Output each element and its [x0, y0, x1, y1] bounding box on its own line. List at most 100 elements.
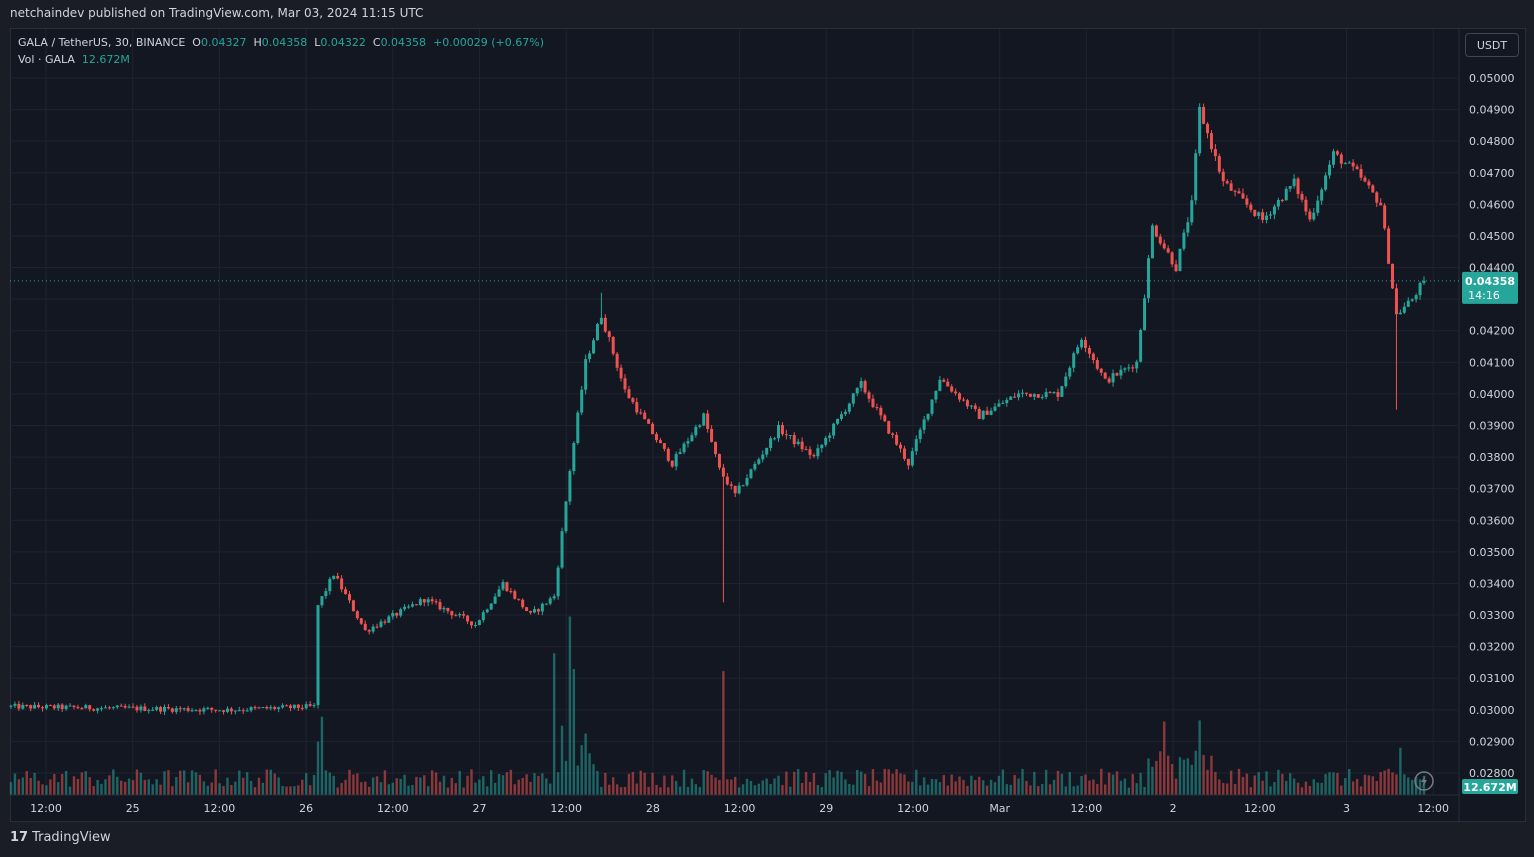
x-tick-label: 12:00: [1244, 802, 1276, 815]
volume-bar: [993, 782, 997, 795]
volume-label[interactable]: Vol · GALA: [18, 53, 75, 66]
candle-body: [100, 708, 104, 710]
candle-body: [56, 704, 60, 709]
volume-bar: [230, 784, 233, 795]
candle-body: [1312, 212, 1316, 220]
volume-bar: [37, 780, 40, 795]
candle-body: [29, 705, 33, 709]
candle-body: [599, 317, 603, 325]
candle-body: [847, 403, 851, 412]
volume-bar: [419, 777, 422, 795]
volume-bar: [1170, 763, 1174, 795]
y-tick-label: 0.03800: [1469, 451, 1515, 464]
volume-bar: [560, 725, 564, 795]
volume-bar: [816, 785, 820, 795]
volume-bar: [76, 778, 80, 795]
candle-body: [753, 463, 757, 470]
volume-bar: [533, 773, 536, 795]
candle-body: [824, 437, 828, 445]
volume-bar: [143, 779, 147, 795]
volume-bar: [674, 780, 678, 795]
candle-body: [17, 703, 21, 709]
volume-bar: [64, 770, 68, 795]
volume-bar: [663, 775, 666, 795]
volume-bar: [950, 774, 953, 795]
volume-bar: [257, 777, 261, 795]
symbol-title[interactable]: GALA / TetherUS, 30, BINANCE: [18, 36, 186, 49]
volume-bar: [415, 776, 418, 795]
candle-body: [1300, 194, 1304, 200]
candle-body: [950, 386, 954, 392]
volume-bar: [367, 786, 371, 795]
volume-bar: [190, 770, 194, 795]
candle-body: [706, 413, 710, 429]
volume-bar: [808, 782, 812, 795]
candle-body: [1241, 193, 1245, 199]
currency-unit-button[interactable]: USDT: [1465, 33, 1519, 57]
volume-bar: [155, 779, 158, 795]
candle-body: [1115, 373, 1119, 376]
candle-body: [111, 707, 115, 709]
volume-bar: [1064, 786, 1068, 795]
volume-bar: [619, 787, 623, 795]
volume-bar: [364, 781, 367, 795]
candle-body: [1150, 225, 1154, 259]
x-tick-label: 3: [1343, 802, 1350, 815]
volume-bar: [60, 773, 64, 795]
candle-body: [52, 705, 56, 709]
volume-bar: [387, 784, 391, 795]
volume-bar: [427, 786, 430, 795]
volume-bar: [1178, 757, 1182, 795]
volume-bar: [446, 787, 450, 795]
candle-body: [1048, 392, 1052, 394]
candle-body: [521, 599, 525, 608]
volume-bar: [981, 780, 985, 795]
volume-bar: [1005, 784, 1008, 795]
candle-body: [371, 626, 375, 632]
volume-bar: [1257, 772, 1260, 795]
candle-body: [879, 407, 883, 416]
volume-bar: [1107, 772, 1111, 795]
candle-body: [1363, 177, 1367, 182]
y-tick-label: 0.04900: [1469, 104, 1515, 117]
candle-body: [1076, 347, 1080, 354]
volume-bar: [320, 716, 324, 795]
candle-body: [1194, 153, 1198, 201]
x-tick-label: 26: [299, 802, 313, 815]
volume-bar: [265, 769, 269, 795]
volume-bar: [269, 769, 272, 795]
volume-bar: [627, 773, 631, 795]
x-tick-label: 2: [1170, 802, 1177, 815]
candle-body: [816, 448, 820, 457]
candle-body: [115, 705, 119, 708]
volume-bar: [655, 784, 658, 795]
volume-bar: [328, 772, 332, 795]
volume-bar: [1348, 769, 1351, 795]
y-tick-label: 0.04200: [1469, 325, 1515, 338]
volume-bar: [1210, 755, 1213, 795]
candle-body: [607, 331, 611, 338]
candle-body: [836, 418, 840, 424]
candle-body: [796, 441, 800, 445]
volume-bar: [430, 770, 434, 795]
volume-bar: [29, 778, 32, 795]
volume-bar: [375, 776, 379, 795]
volume-bar: [470, 769, 473, 795]
volume-bar: [556, 772, 560, 795]
footer-brand[interactable]: 17 TradingView: [10, 830, 111, 845]
volume-bar: [576, 765, 579, 795]
candle-body: [595, 324, 599, 341]
volume-bar: [454, 783, 457, 795]
volume-bar: [1017, 778, 1020, 795]
volume-bar: [549, 783, 552, 795]
volume-bar: [552, 653, 556, 795]
candle-body: [1186, 222, 1190, 233]
candle-body: [1001, 403, 1005, 405]
volume-bar: [1080, 776, 1083, 795]
volume-bar: [1182, 759, 1186, 795]
candle-body: [777, 425, 781, 439]
volume-bar: [1151, 766, 1154, 795]
candle-body: [1021, 392, 1025, 394]
volume-bar: [127, 778, 131, 795]
